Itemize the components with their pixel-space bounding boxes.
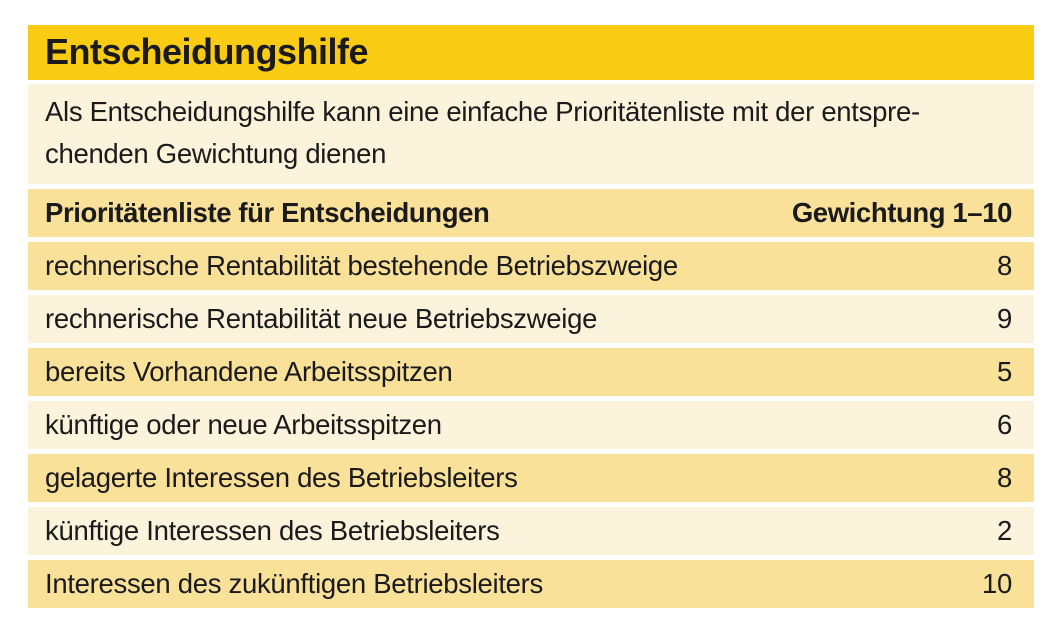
- row-weight: 10: [982, 568, 1012, 599]
- row-label: gelagerte Interessen des Betriebsleiters: [45, 462, 518, 493]
- row-label: bereits Vorhandene Arbeitsspitzen: [45, 356, 453, 387]
- row-weight: 8: [997, 250, 1012, 281]
- row-weight: 8: [997, 462, 1012, 493]
- row-label: Interessen des zukünftigen Betriebsleite…: [45, 568, 543, 599]
- row-label: künftige oder neue Arbeitsspitzen: [45, 409, 442, 440]
- page-title: Entscheidungshilfe: [45, 30, 369, 72]
- intro-text: Als Entscheidungshilfe kann eine einfach…: [28, 84, 1034, 184]
- table-row: künftige Interessen des Betriebsleiters …: [28, 507, 1034, 555]
- table-row: Interessen des zukünftigen Betriebsleite…: [28, 560, 1034, 608]
- row-label: rechnerische Rentabilität neue Betriebsz…: [45, 303, 598, 334]
- decision-aid-panel: Entscheidungshilfe Als Entscheidungshilf…: [28, 25, 1034, 608]
- table-row: rechnerische Rentabilität bestehende Bet…: [28, 242, 1034, 290]
- row-weight: 5: [997, 356, 1012, 387]
- table-header-label: Prioritätenliste für Entscheidungen: [45, 197, 490, 228]
- table-header-row: Prioritätenliste für Entscheidungen Gewi…: [28, 189, 1034, 237]
- table-header-weight-label: Gewichtung 1–10: [791, 197, 1013, 228]
- row-label: rechnerische Rentabilität bestehende Bet…: [45, 250, 678, 281]
- table-row: rechnerische Rentabilität neue Betriebsz…: [28, 295, 1034, 343]
- table-row: bereits Vorhandene Arbeitsspitzen 5: [28, 348, 1034, 396]
- table-row: gelagerte Interessen des Betriebsleiters…: [28, 454, 1034, 502]
- table-row: künftige oder neue Arbeitsspitzen 6: [28, 401, 1034, 449]
- row-weight: 6: [997, 409, 1012, 440]
- title-bar: Entscheidungshilfe: [28, 25, 1034, 80]
- row-weight: 9: [997, 303, 1012, 334]
- row-label: künftige Interessen des Betriebsleiters: [45, 515, 500, 546]
- row-weight: 2: [997, 515, 1012, 546]
